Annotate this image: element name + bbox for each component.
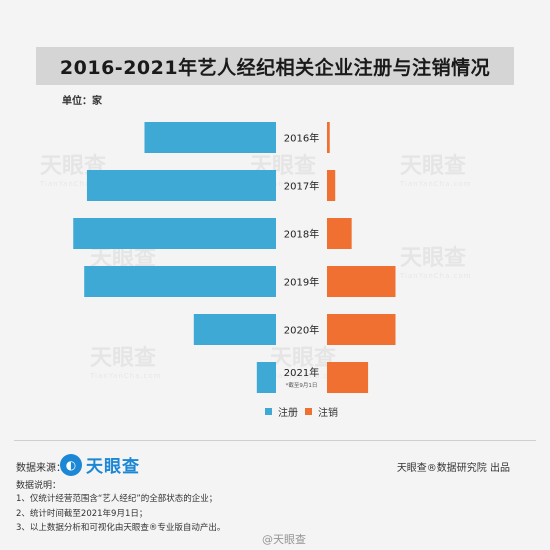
bar-register [86,170,276,201]
note-item: 2、统计时间截至2021年9月1日； [16,508,148,519]
tianyancha-logo-icon: ◐ [60,453,82,476]
note-item: 1、仅统计经营范围含“艺人经纪”的全部状态的企业； [16,494,218,504]
bar-deregister [327,218,352,249]
bar-register [73,218,277,249]
chart-title: 2016-2021年艺人经纪相关企业注册与注销情况 [36,47,514,85]
bar-deregister [327,170,336,201]
category-label: 2017年 [284,180,319,193]
legend-swatch-register [265,408,272,415]
category-label: 2019年 [284,276,319,289]
unit-label: 单位：家 [62,96,102,107]
bar-register [144,122,276,153]
legend-item-deregister: 注销 [305,404,338,419]
producer-credit: 天眼查®数据研究院 出品 [396,463,510,474]
bar-deregister [327,122,330,153]
bar-deregister [327,314,396,345]
category-label: 2016年 [284,132,319,145]
footer-divider [14,440,536,441]
legend-label-deregister: 注销 [318,408,338,419]
legend-label-register: 注册 [278,408,298,419]
category-note: *截至9月1日 [286,381,318,389]
bar-register [256,362,276,393]
category-label: 2021年 [284,366,319,379]
notes-title: 数据说明： [16,481,62,491]
source-label: 数据来源： [16,463,66,474]
butterfly-bar-chart: 2016年 2017年 2018年 2019年 2020年 2021年 *截至9月1日 [73,122,396,393]
tianyancha-logo: ◐ 天眼查 [60,452,140,477]
bar-register [84,266,276,297]
category-label: 2018年 [284,228,319,241]
legend-item-register: 注册 [265,404,298,419]
weibo-watermark: @天眼查 [262,533,306,546]
legend-swatch-deregister [305,408,312,415]
bar-deregister [327,266,396,297]
logo-text: 天眼查 [86,457,140,477]
notes-list: 1、仅统计经营范围含“艺人经纪”的全部状态的企业； 2、统计时间截至2021年9… [16,492,225,536]
note-item: 3、以上数据分析和可视化由天眼查®专业版自动产出。 [16,523,226,533]
category-label: 2020年 [284,324,319,337]
bar-register [193,314,276,345]
bar-deregister [327,362,369,393]
